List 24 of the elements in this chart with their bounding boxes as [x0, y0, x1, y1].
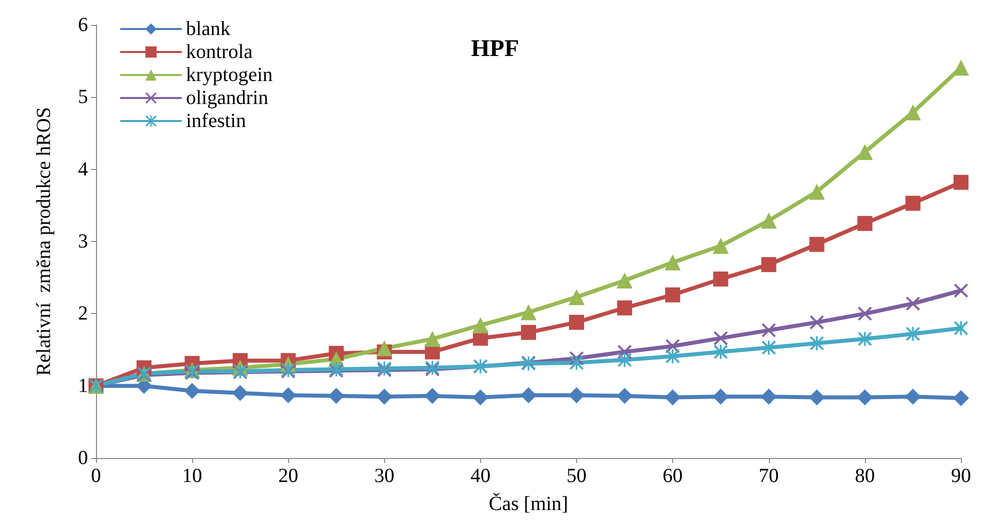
- chart-title: HPF: [471, 36, 519, 62]
- y-tick-label: 4: [78, 158, 88, 180]
- y-tick-label: 0: [78, 447, 88, 469]
- x-tick-label: 30: [374, 465, 394, 487]
- legend-label: kryptogein: [186, 64, 273, 86]
- x-tick-label: 80: [854, 465, 875, 487]
- x-tick-label: 70: [758, 465, 779, 487]
- legend-label: kontrola: [186, 41, 253, 63]
- y-tick-label: 2: [78, 302, 88, 325]
- legend-label: infestin: [186, 110, 246, 132]
- y-axis-title: Relativní změna produkce hROS: [33, 107, 55, 376]
- legend-label: oligandrin: [186, 87, 268, 109]
- x-tick-label: 20: [278, 465, 298, 487]
- x-axis-title: Čas [min]: [488, 492, 568, 515]
- y-tick-label: 1: [78, 374, 88, 397]
- y-tick-label: 3: [78, 230, 88, 252]
- x-tick-label: 10: [182, 465, 202, 487]
- y-tick-label: 6: [78, 14, 88, 36]
- x-tick-label: 40: [470, 465, 490, 487]
- legend-label: blank: [186, 18, 230, 40]
- y-tick-label: 5: [78, 86, 88, 108]
- x-tick-label: 90: [951, 465, 971, 487]
- x-tick-label: 60: [662, 465, 683, 487]
- x-tick-label: 50: [566, 465, 587, 487]
